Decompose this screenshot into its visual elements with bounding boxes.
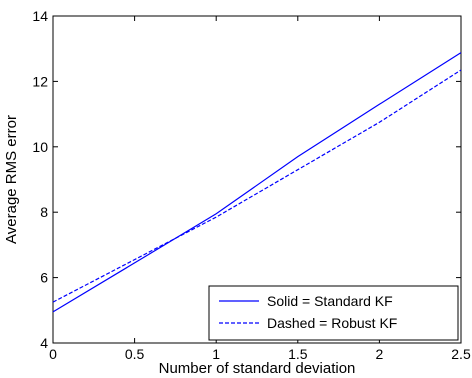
y-axis-label: Average RMS error	[3, 115, 20, 244]
y-tick-label: 10	[32, 139, 48, 155]
x-tick-label: 2	[376, 346, 384, 362]
legend-label: Dashed = Robust KF	[267, 315, 397, 331]
legend-items: Solid = Standard KF Dashed = Robust KF	[219, 293, 397, 331]
x-tick-label: 2.5	[451, 346, 471, 362]
y-tick-label: 4	[40, 335, 48, 351]
y-tick-label: 6	[40, 270, 48, 286]
legend-box	[208, 285, 459, 341]
y-tick-label: 14	[32, 8, 48, 24]
x-tick-label: 1.5	[288, 346, 308, 362]
y-tick-label: 8	[40, 204, 48, 220]
x-tick-label: 1	[212, 346, 220, 362]
legend-label: Solid = Standard KF	[267, 293, 393, 309]
x-tick-label: 0.5	[125, 346, 145, 362]
y-tick-label: 12	[32, 73, 48, 89]
series-lines	[52, 52, 462, 313]
x-axis-label: Number of standard deviation	[159, 360, 356, 377]
legend: Solid = Standard KF Dashed = Robust KF	[208, 285, 459, 341]
x-tick-label: 0	[49, 346, 57, 362]
axis-ticks: 0 0.5 1 1.5 2 2.5 4 6 8 10 12 14	[32, 8, 471, 362]
series-line-standard-kf	[52, 52, 462, 313]
series-line-robust-kf	[52, 69, 462, 303]
